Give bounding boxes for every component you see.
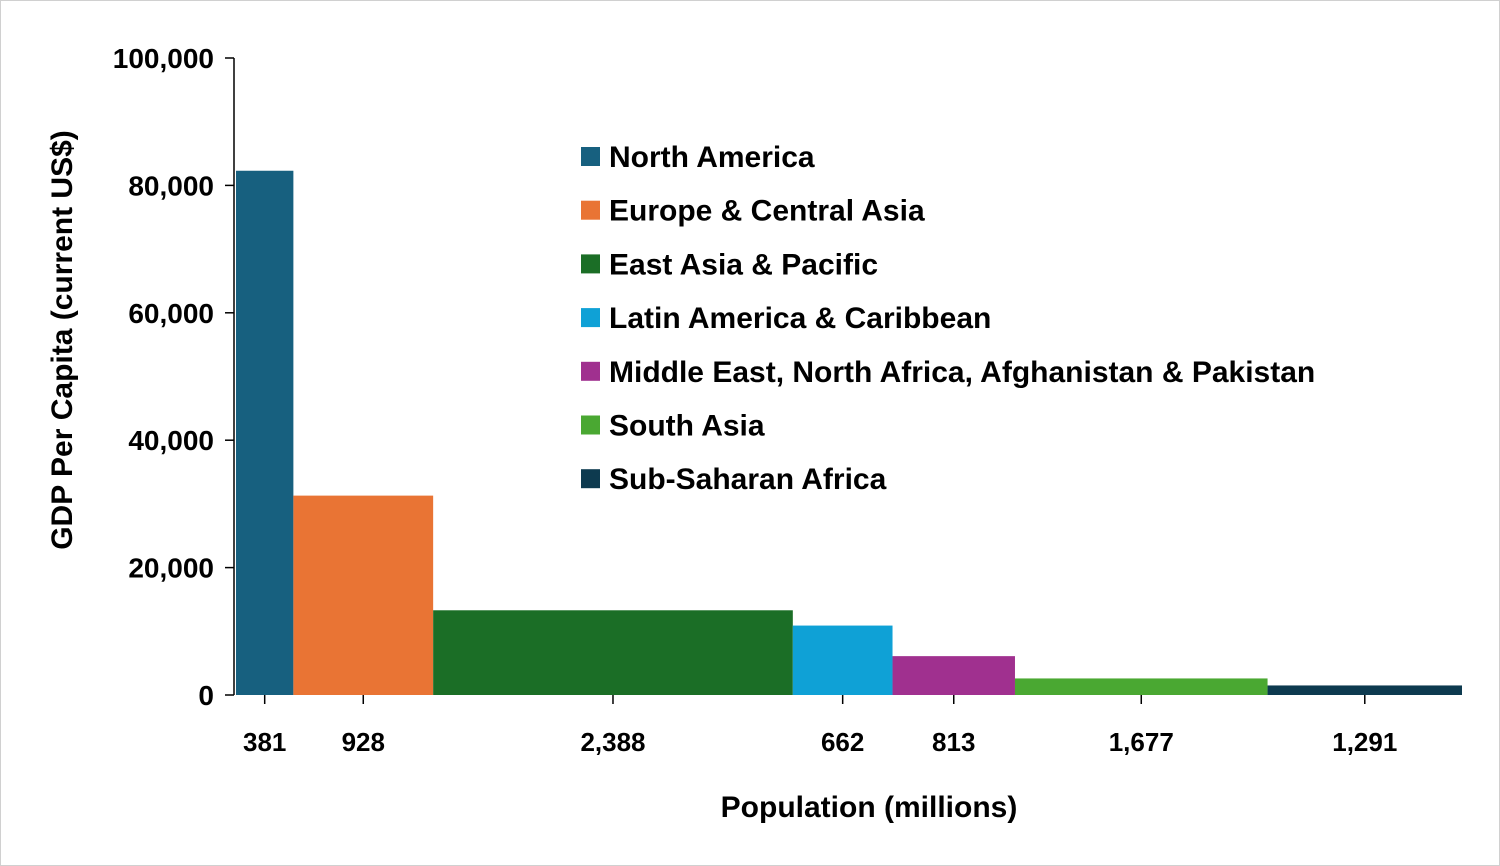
legend-label: Latin America & Caribbean	[609, 302, 991, 335]
bar-3	[433, 610, 793, 695]
legend-swatch	[581, 200, 600, 220]
x-tick-label: 813	[932, 727, 975, 757]
bars-group	[236, 170, 1462, 695]
x-tick-label: 662	[821, 727, 864, 757]
x-tick-label: 381	[243, 727, 286, 757]
x-axis-title: Population (millions)	[721, 791, 1018, 824]
legend-label: South Asia	[609, 410, 765, 443]
bar-7	[1267, 685, 1462, 695]
legend-swatch	[581, 147, 600, 166]
x-tick-label: 2,388	[580, 727, 645, 757]
legend-label: East Asia & Pacific	[609, 248, 878, 281]
bar-5	[892, 656, 1015, 695]
y-tick-label: 20,000	[128, 553, 214, 584]
y-tick-label: 60,000	[128, 298, 214, 329]
y-tick-label: 80,000	[128, 170, 214, 201]
y-axis-title: GDP Per Capita (current US$)	[46, 130, 79, 550]
y-axis: 0 20,000 40,000 60,000 80,000 100,000	[113, 43, 235, 711]
legend-label: Sub-Saharan Africa	[609, 463, 887, 496]
legend-swatch	[581, 308, 600, 328]
legend-swatch	[581, 254, 600, 274]
legend-swatch	[581, 415, 600, 435]
x-tick-label: 1,291	[1332, 727, 1397, 757]
legend-swatch	[581, 361, 600, 381]
legend: North America Europe & Central Asia East A…	[581, 141, 1315, 496]
y-tick-label: 40,000	[128, 425, 214, 456]
legend-label: North America	[609, 141, 815, 174]
bar-1	[236, 170, 294, 695]
bar-2	[293, 495, 434, 695]
legend-label: Middle East, North Africa, Afghanistan &…	[609, 356, 1315, 389]
x-tick-label: 1,677	[1109, 727, 1174, 757]
legend-swatch	[581, 469, 600, 489]
y-tick-label: 0	[198, 680, 214, 711]
legend-label: Europe & Central Asia	[609, 195, 925, 228]
y-tick-label: 100,000	[113, 43, 214, 74]
x-tick-label: 928	[342, 727, 385, 757]
bar-6	[1014, 678, 1268, 695]
bar-4	[792, 625, 893, 695]
x-axis: 381 928 2,388 662 813 1,677 1,291	[243, 695, 1397, 757]
